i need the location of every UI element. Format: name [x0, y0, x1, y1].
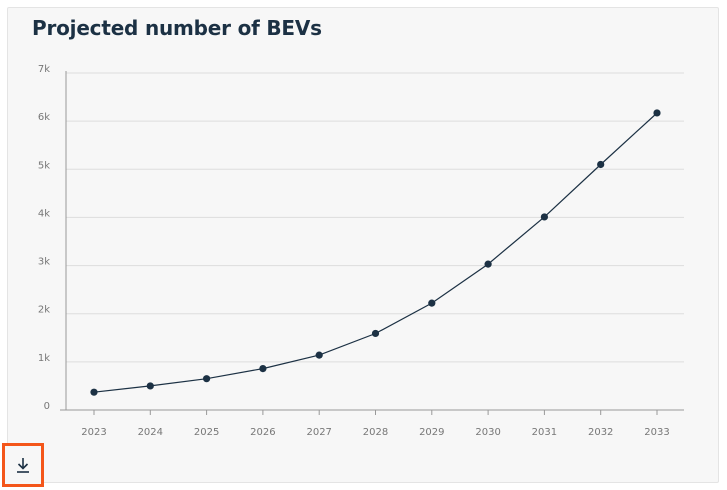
y-tick-label: 7k — [38, 64, 50, 75]
x-tick-label: 2023 — [81, 427, 106, 438]
x-tick-label: 2026 — [250, 427, 275, 438]
grid-lines — [66, 72, 684, 363]
data-points — [90, 109, 661, 396]
y-tick-label: 2k — [38, 305, 50, 316]
data-point[interactable] — [653, 109, 661, 117]
data-point[interactable] — [428, 299, 436, 307]
x-tick-label: 2031 — [532, 427, 557, 438]
data-point[interactable] — [540, 213, 549, 221]
y-tick-label: 4k — [38, 208, 50, 219]
y-tick-label: 1k — [38, 353, 50, 364]
x-tick-label: 2027 — [306, 427, 331, 438]
data-point[interactable] — [371, 329, 380, 338]
data-point[interactable] — [597, 160, 605, 169]
chart-title: Projected number of BEVs — [32, 16, 322, 40]
y-axis-tick-labels: 0 1k 2k 3k 4k 5k 6k 7k — [38, 64, 50, 412]
y-tick-label: 0 — [44, 401, 50, 412]
data-point[interactable] — [90, 388, 98, 396]
series-line-layer — [93, 112, 658, 393]
x-tick-label: 2029 — [419, 427, 444, 438]
x-tick-label: 2032 — [588, 427, 613, 438]
x-axis-tick-labels: 2023 2024 2025 2026 2027 2028 2029 2030 2031 2032… — [81, 427, 669, 438]
data-point[interactable] — [203, 375, 211, 383]
axes — [60, 71, 684, 415]
chart-card: Projected number of BEVs — [7, 7, 719, 483]
download-icon — [15, 456, 31, 474]
download-button[interactable] — [2, 443, 44, 487]
data-point[interactable] — [315, 351, 323, 359]
series-line — [93, 112, 658, 393]
x-tick-label: 2025 — [194, 427, 219, 438]
x-tick-label: 2030 — [475, 427, 500, 438]
y-tick-label: 5k — [38, 160, 50, 171]
data-point[interactable] — [484, 260, 492, 268]
x-tick-label: 2033 — [644, 427, 669, 438]
data-point[interactable] — [259, 364, 267, 373]
y-tick-label: 3k — [38, 257, 50, 268]
data-point[interactable] — [146, 382, 154, 390]
x-tick-label: 2028 — [363, 427, 388, 438]
x-tick-label: 2024 — [138, 427, 163, 438]
y-tick-label: 6k — [38, 112, 50, 123]
